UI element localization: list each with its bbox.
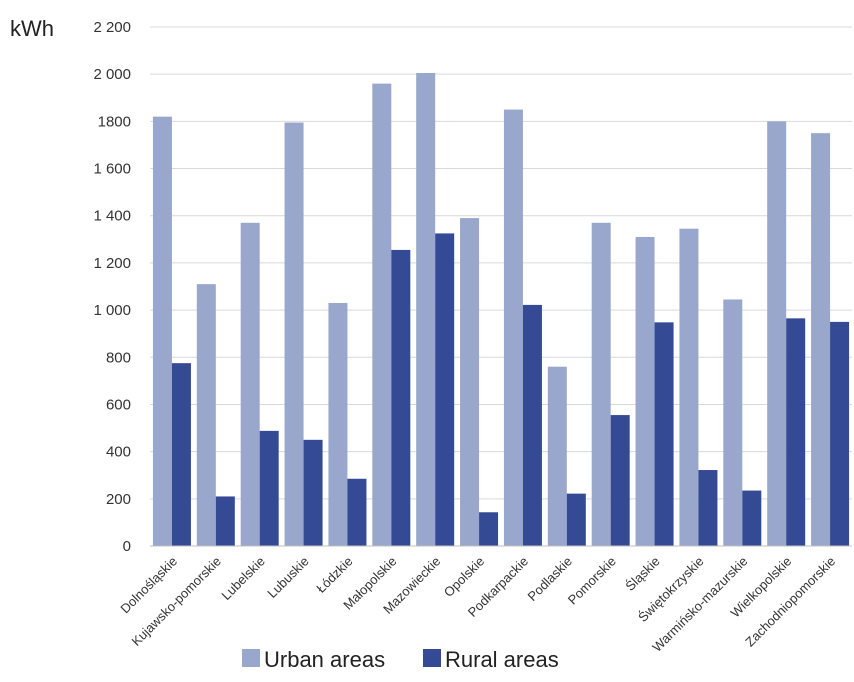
x-category-label: Pomorskie <box>565 554 619 608</box>
y-tick-label: 2 200 <box>93 19 131 36</box>
bar-urban <box>503 109 523 547</box>
bar-rural <box>215 496 235 546</box>
bar-urban <box>372 83 392 547</box>
bar-urban <box>591 222 611 546</box>
x-axis-category-labels: DolnośląskieKujawsko-pomorskieLubelskieL… <box>117 554 838 655</box>
bars <box>152 73 850 547</box>
bar-rural <box>171 363 191 546</box>
y-tick-label: 400 <box>106 444 131 461</box>
y-axis-ticks: 0 200 400 600 800 1 000 1 200 1 400 1 600 1800 2 0… <box>93 19 131 555</box>
bar-rural <box>303 439 323 546</box>
legend-label-rural: Rural areas <box>445 647 559 672</box>
x-category-label: Lubuskie <box>264 554 311 601</box>
bar-urban <box>723 299 743 546</box>
y-tick-label: 2 000 <box>93 66 131 83</box>
x-category-label: Śląskie <box>622 554 662 594</box>
bar-urban <box>152 116 172 547</box>
y-tick-label: 1 200 <box>93 255 131 272</box>
bar-rural <box>435 233 455 546</box>
y-tick-label: 600 <box>106 396 131 413</box>
bar-urban <box>284 122 304 546</box>
bar-urban <box>460 218 480 546</box>
bar-rural <box>479 512 499 546</box>
bar-rural <box>654 322 674 546</box>
bar-urban <box>416 73 436 547</box>
bar-rural <box>391 249 411 547</box>
legend-swatch-urban <box>242 649 260 667</box>
bar-urban <box>811 133 831 546</box>
bar-urban <box>196 284 216 546</box>
bar-rural <box>566 493 586 546</box>
y-tick-label: 1800 <box>98 113 131 130</box>
bar-urban <box>547 366 567 546</box>
x-category-label: Lubelskie <box>218 554 267 603</box>
x-category-label: Łódzkie <box>313 554 355 596</box>
y-tick-label: 800 <box>106 349 131 366</box>
bar-urban <box>679 228 699 546</box>
bar-rural <box>347 478 367 546</box>
y-tick-label: 200 <box>106 491 131 508</box>
bar-rural <box>830 321 850 546</box>
bar-rural <box>259 430 279 546</box>
bar-urban <box>328 303 348 546</box>
bar-rural <box>522 304 542 546</box>
y-tick-label: 1 400 <box>93 208 131 225</box>
y-tick-label: 1 600 <box>93 161 131 178</box>
bar-urban <box>635 236 655 546</box>
y-tick-label: 0 <box>123 538 131 555</box>
legend: Urban areas Rural areas <box>242 647 559 672</box>
bar-rural <box>786 318 806 546</box>
legend-label-urban: Urban areas <box>264 647 385 672</box>
bar-urban <box>767 121 787 546</box>
bar-rural <box>742 490 762 546</box>
bar-rural <box>698 470 718 546</box>
y-tick-label: 1 000 <box>93 302 131 319</box>
bar-rural <box>610 415 630 546</box>
legend-swatch-rural <box>423 649 441 667</box>
y-axis-unit-label: kWh <box>10 16 54 41</box>
bar-urban <box>240 222 260 546</box>
